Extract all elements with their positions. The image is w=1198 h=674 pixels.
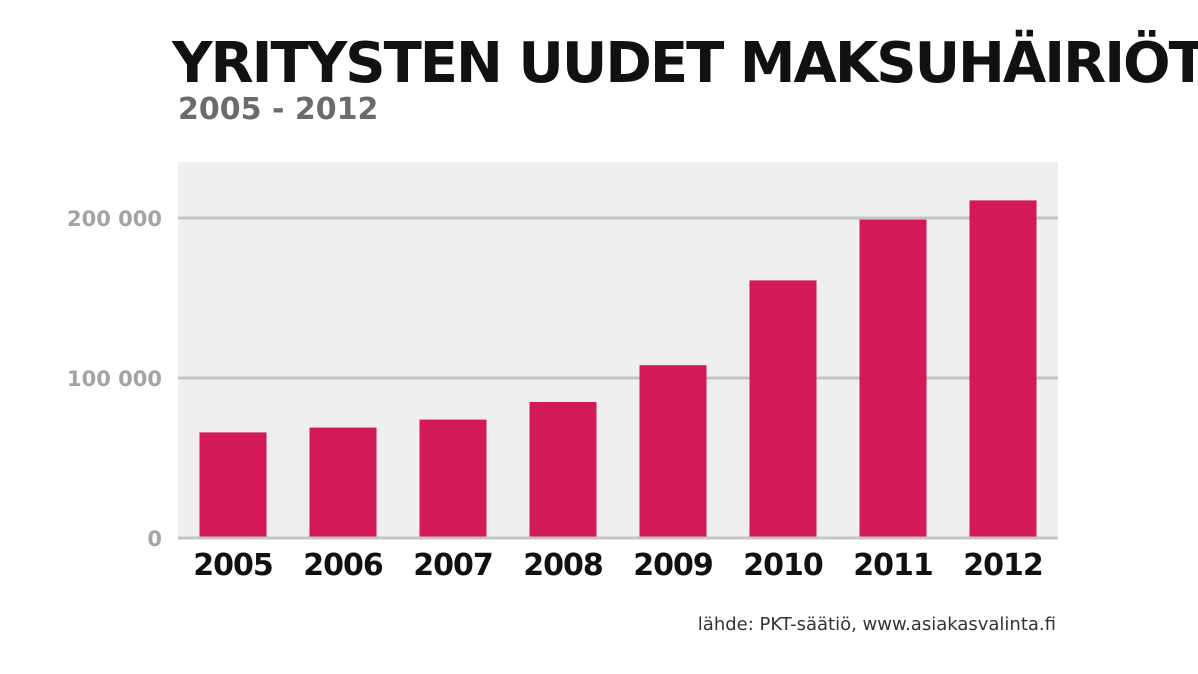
x-tick-label: 2011 [853, 548, 933, 583]
y-tick-label: 0 [147, 527, 162, 551]
y-tick-label: 100 000 [67, 367, 162, 391]
x-tick-label: 2007 [413, 548, 493, 583]
x-tick-label: 2005 [193, 548, 273, 583]
chart-title: YRITYSTEN UUDET MAKSUHÄIRIÖT [172, 31, 1198, 96]
x-tick-label: 2008 [523, 548, 603, 583]
y-tick-labels: 0 100 000 200 000 [67, 207, 162, 551]
bars [199, 200, 1037, 538]
bar-2009 [639, 365, 707, 538]
bar-2007 [419, 419, 487, 538]
chart-subtitle: 2005 - 2012 [178, 92, 379, 127]
bar-2008 [529, 402, 597, 538]
x-tick-labels: 2005 2006 2007 2008 2009 2010 2011 2012 [193, 548, 1044, 583]
bar-2012 [969, 200, 1037, 538]
x-tick-label: 2010 [743, 548, 823, 583]
source-note: lähde: PKT-säätiö, www.asiakasvalinta.fi [697, 614, 1056, 635]
x-tick-label: 2006 [303, 548, 383, 583]
bar-2010 [749, 280, 817, 538]
bar-2005 [199, 432, 267, 538]
bar-2011 [859, 219, 927, 538]
y-tick-label: 200 000 [67, 207, 162, 231]
bar-2006 [309, 427, 377, 538]
x-tick-label: 2012 [963, 548, 1043, 583]
x-tick-label: 2009 [633, 548, 713, 583]
